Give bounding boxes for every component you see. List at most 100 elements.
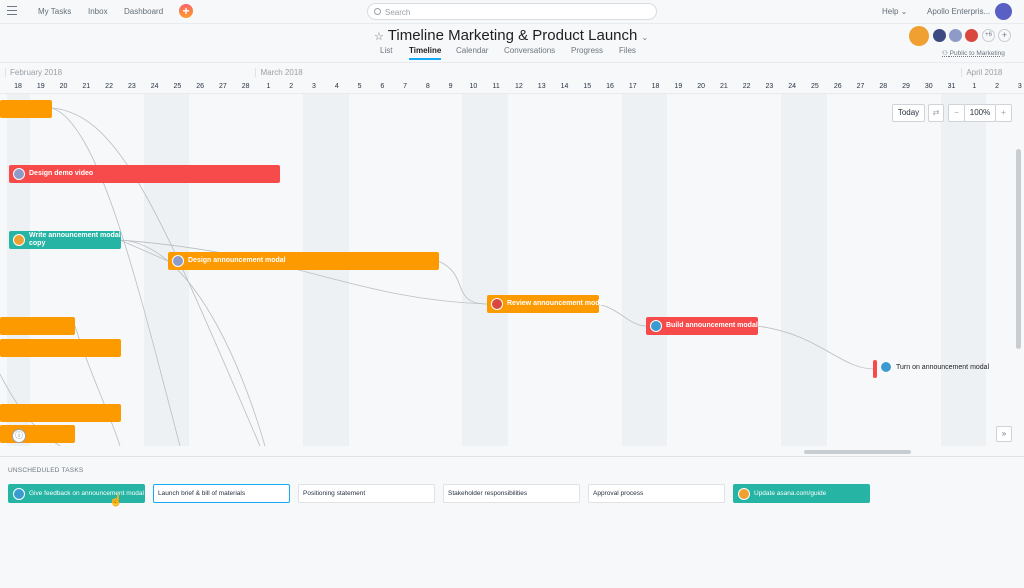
day-label: 4: [334, 83, 339, 90]
day-label: 19: [674, 83, 683, 90]
task-bar[interactable]: [0, 404, 121, 422]
zoom-in-button[interactable]: +: [995, 104, 1012, 122]
unscheduled-task[interactable]: Positioning statement: [298, 484, 435, 503]
task-bar-design-announcement-modal[interactable]: Design announcement modal: [168, 252, 439, 270]
day-label: 15: [583, 83, 592, 90]
day-label: 1: [972, 83, 977, 90]
quick-add-button[interactable]: +: [179, 4, 193, 18]
day-label: 5: [357, 83, 362, 90]
task-bar-write-announcement-modal-copy[interactable]: Write announcement modal copy: [9, 231, 121, 249]
day-label: 3: [312, 83, 316, 90]
tab-conversations[interactable]: Conversations: [504, 46, 556, 55]
user-avatar[interactable]: [995, 3, 1012, 20]
nav-my-tasks[interactable]: My Tasks: [38, 7, 72, 16]
privacy-setting[interactable]: ⚇ Public to Marketing: [942, 49, 1005, 57]
day-label: 23: [765, 83, 774, 90]
add-member-button[interactable]: +: [998, 29, 1011, 42]
privacy-label: Public to Marketing: [949, 50, 1005, 57]
day-label: 2: [995, 83, 1000, 90]
collapse-icon[interactable]: »: [996, 426, 1012, 442]
task-label: Turn on announcement modal: [896, 363, 990, 371]
date-header: February 2018 18 19 20 21 22 23 24 25 26 27 28 March…: [0, 62, 1024, 94]
weekend-column: [303, 94, 326, 446]
tab-calendar[interactable]: Calendar: [456, 46, 489, 55]
weekend-column: [963, 94, 987, 446]
day-label: 25: [811, 83, 819, 90]
horizontal-scrollbar[interactable]: [804, 450, 911, 454]
weekend-column: [940, 94, 964, 446]
unscheduled-task[interactable]: Approval process: [588, 484, 725, 503]
unscheduled-task[interactable]: Give feedback on announcement modal: [8, 484, 145, 503]
member-avatar[interactable]: [933, 29, 946, 42]
day-label: 31: [947, 83, 956, 90]
tab-files[interactable]: Files: [619, 46, 636, 55]
day-label: 19: [36, 83, 45, 90]
task-label: Design demo video: [29, 170, 94, 177]
tab-list[interactable]: List: [380, 46, 393, 55]
task-bar-build-announcement-modal[interactable]: Build announcement modal: [646, 317, 758, 335]
day-label: 16: [606, 83, 614, 90]
vertical-scrollbar[interactable]: [1016, 149, 1021, 349]
tab-progress[interactable]: Progress: [571, 46, 604, 55]
search-placeholder: Search: [385, 8, 411, 17]
day-label: 24: [150, 83, 159, 90]
tab-timeline[interactable]: Timeline: [409, 46, 442, 60]
zoom-level: 100%: [964, 104, 996, 122]
day-label: 27: [856, 83, 865, 90]
project-title: ☆ Timeline Marketing & Product Launch ⌄: [374, 27, 648, 44]
task-label: Positioning statement: [303, 490, 366, 497]
assignee-avatar: [172, 255, 184, 267]
settings-toggle-icon[interactable]: ⇄: [928, 104, 944, 122]
day-label: 28: [241, 83, 250, 90]
task-label: Design announcement modal: [188, 257, 286, 264]
day-label: 28: [879, 83, 888, 90]
unscheduled-task[interactable]: Launch brief & bill of materials: [153, 484, 290, 503]
day-label: 11: [492, 83, 500, 90]
task-bar-turn-on-announcement-modal[interactable]: Turn on announcement modal: [880, 361, 989, 373]
assignee-avatar: [13, 168, 25, 180]
member-avatar[interactable]: [965, 29, 978, 42]
weekend-column: [781, 94, 804, 446]
task-bar-design-demo-video[interactable]: Design demo video: [9, 165, 280, 183]
member-avatar[interactable]: [909, 26, 929, 46]
unscheduled-heading: UNSCHEDULED TASKS: [8, 467, 84, 474]
star-icon[interactable]: ☆: [374, 31, 384, 43]
search-input[interactable]: Search: [367, 3, 657, 20]
day-label: 1: [266, 83, 271, 90]
nav-inbox[interactable]: Inbox: [88, 7, 108, 16]
task-bar-review-announcement-modal[interactable]: Review announcement modal: [487, 295, 605, 313]
project-title-text: Timeline Marketing & Product Launch: [387, 27, 638, 44]
info-icon[interactable]: ⓘ: [12, 429, 26, 443]
milestone-marker[interactable]: [873, 360, 877, 378]
hand-cursor-icon: ☝: [109, 495, 123, 507]
member-avatar[interactable]: [949, 29, 962, 42]
org-switcher[interactable]: Apollo Enterpris...: [927, 7, 991, 16]
task-label: Update asana.com/guide: [754, 490, 827, 497]
unscheduled-task[interactable]: Stakeholder responsibilities: [443, 484, 580, 503]
more-members[interactable]: +6: [982, 29, 995, 42]
menu-icon[interactable]: [7, 6, 17, 15]
task-label: Give feedback on announcement modal: [29, 490, 144, 497]
day-label: 10: [469, 83, 478, 90]
day-label: 8: [425, 83, 430, 90]
weekend-column: [462, 94, 486, 446]
timeline-grid: Design demo video Write announcement mod…: [0, 94, 1024, 446]
day-label: 24: [788, 83, 797, 90]
task-bar[interactable]: [0, 317, 75, 335]
weekend-column: [325, 94, 349, 446]
task-label: Build announcement modal: [666, 322, 758, 329]
task-bar[interactable]: [0, 339, 121, 357]
zoom-out-button[interactable]: −: [948, 104, 965, 122]
unscheduled-task[interactable]: Update asana.com/guide: [733, 484, 870, 503]
nav-dashboard[interactable]: Dashboard: [124, 7, 164, 16]
assignee-avatar: [13, 234, 25, 246]
task-label: Launch brief & bill of materials: [158, 490, 246, 497]
chevron-down-icon[interactable]: ⌄: [641, 33, 649, 42]
day-label: 18: [651, 83, 660, 90]
help-menu[interactable]: Help ⌄: [882, 7, 908, 16]
today-button[interactable]: Today: [892, 104, 925, 122]
month-label: February 2018: [5, 68, 62, 77]
task-bar[interactable]: [0, 100, 52, 118]
weekend-column: [803, 94, 827, 446]
task-label: Review announcement modal: [507, 300, 606, 307]
